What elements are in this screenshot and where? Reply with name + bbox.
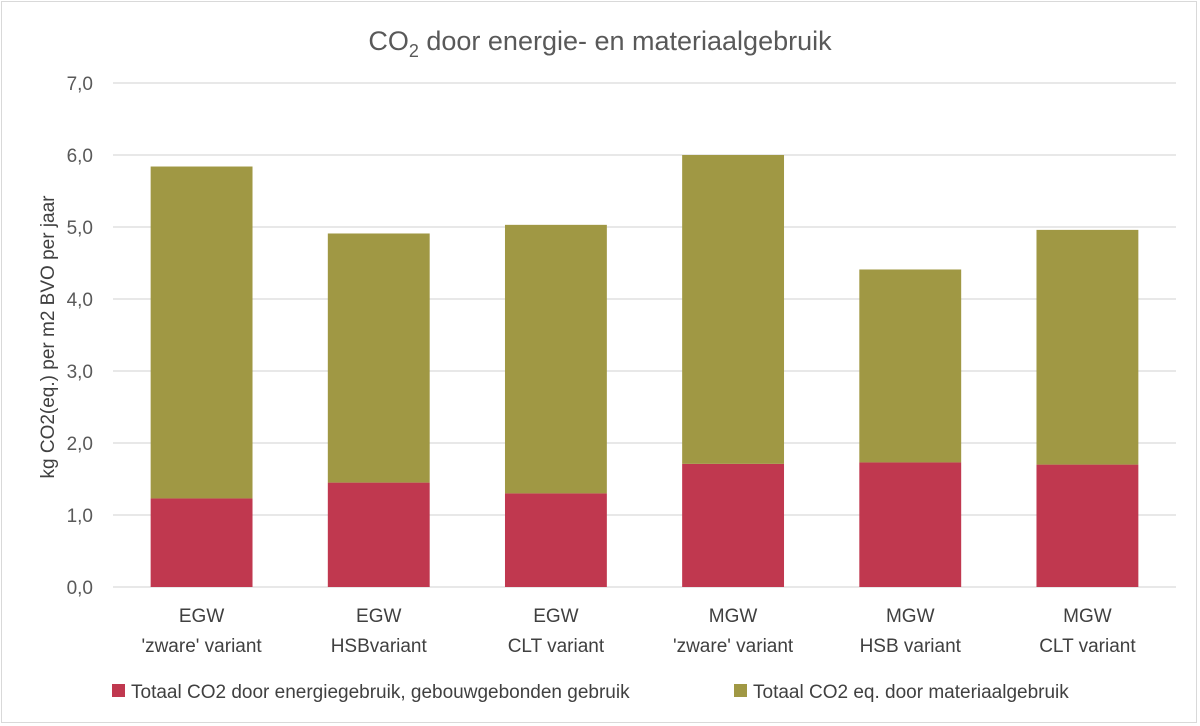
chart-title-main: CO <box>368 26 409 56</box>
bar-segment-energy <box>1036 464 1139 587</box>
bar-segment-energy <box>859 462 962 587</box>
y-axis-title: kg CO2(eq.) per m2 BVO per jaar <box>38 195 59 479</box>
x-tick-label: CLT variant <box>1039 636 1136 657</box>
bar-segment-material <box>859 269 962 463</box>
x-tick-label: HSB variant <box>860 636 962 657</box>
bars <box>150 155 1139 587</box>
bar-segment-material <box>504 224 607 494</box>
y-tick-label: 5,0 <box>67 218 93 239</box>
y-axis-tick-labels: 0,0 1,0 2,0 3,0 4,0 5,0 6,0 7,0 <box>67 74 93 599</box>
bar-segment-material <box>1036 229 1139 465</box>
legend: Totaal CO2 door energiegebruik, gebouwge… <box>112 682 1069 703</box>
bar-segment-material <box>150 166 253 499</box>
chart-title-subscript: 2 <box>409 41 419 61</box>
x-tick-label: 'zware' variant <box>673 636 794 657</box>
x-tick-label: MGW <box>1063 606 1112 627</box>
bar-segment-material <box>682 155 785 464</box>
y-tick-label: 7,0 <box>67 74 93 95</box>
x-axis-tick-labels: EGW 'zware' variant EGW HSBvariant EGW CLT va… <box>141 606 1136 657</box>
x-tick-label: 'zware' variant <box>141 636 262 657</box>
y-tick-label: 2,0 <box>67 434 93 455</box>
bar-segment-energy <box>150 498 253 587</box>
bar-segment-energy <box>327 482 430 587</box>
legend-label: Totaal CO2 eq. door materiaalgebruik <box>753 682 1069 703</box>
gridlines <box>113 82 1176 588</box>
x-tick-label: CLT variant <box>508 636 605 657</box>
x-tick-label: EGW <box>356 606 401 627</box>
x-tick-label: HSBvariant <box>331 636 428 657</box>
legend-swatch <box>112 684 125 697</box>
bar-segment-energy <box>504 493 607 587</box>
y-tick-label: 3,0 <box>67 362 93 383</box>
chart-title: CO2 door energie- en materiaalgebruik <box>368 26 832 61</box>
legend-swatch <box>734 684 747 697</box>
bar-segment-material <box>327 233 430 483</box>
y-tick-label: 4,0 <box>67 290 93 311</box>
bar-segment-energy <box>682 463 785 587</box>
y-tick-label: 6,0 <box>67 146 93 167</box>
x-tick-label: EGW <box>533 606 578 627</box>
y-tick-label: 1,0 <box>67 506 93 527</box>
chart-title-rest: door energie- en materiaalgebruik <box>419 26 832 56</box>
x-tick-label: EGW <box>179 606 224 627</box>
x-tick-label: MGW <box>886 606 935 627</box>
legend-label: Totaal CO2 door energiegebruik, gebouwge… <box>131 682 630 703</box>
y-tick-label: 0,0 <box>67 578 93 599</box>
x-tick-label: MGW <box>709 606 758 627</box>
